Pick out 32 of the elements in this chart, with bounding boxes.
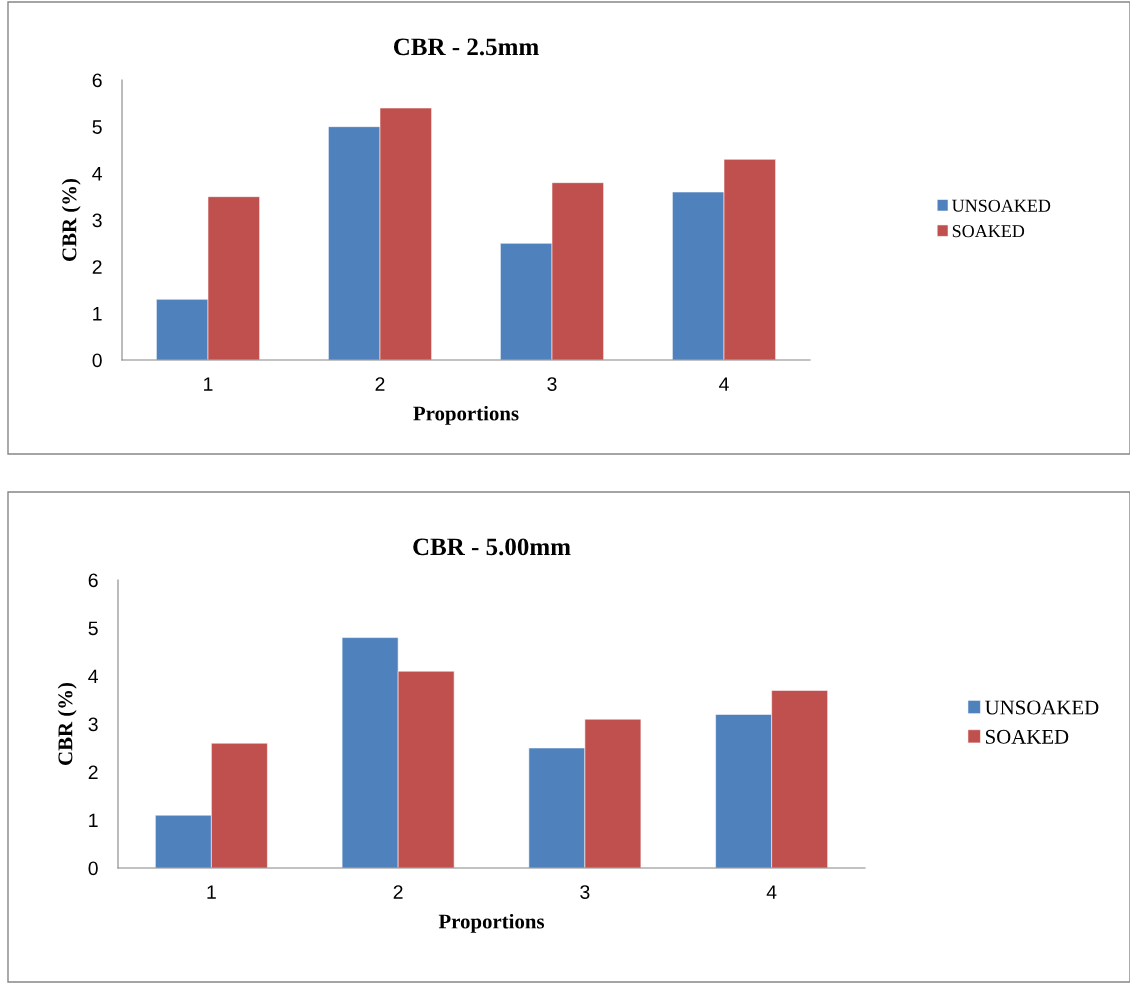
y-tick-label: 0 [88, 861, 98, 876]
y-axis-title: CBR (%) [57, 682, 77, 765]
x-tick-label: 4 [766, 885, 777, 899]
legend-label: UNSOAKED [952, 199, 1051, 212]
y-axis-title: CBR (%) [61, 178, 81, 261]
y-tick-label: 1 [93, 307, 102, 321]
legend-label: SOAKED [986, 729, 1069, 744]
y-tick-label: 4 [92, 167, 102, 181]
x-tick-label: 3 [580, 885, 590, 899]
y-tick-label: 2 [92, 260, 102, 274]
y-tick-label: 1 [89, 813, 98, 828]
legend-label: SOAKED [952, 225, 1025, 238]
y-tick-label: 5 [88, 621, 98, 636]
y-tick-label: 3 [88, 717, 98, 732]
x-tick-label: 2 [375, 377, 385, 391]
y-tick-label: 2 [88, 765, 98, 780]
chart-title: CBR - 2.5mm [393, 38, 539, 56]
chart-title: CBR - 5.00mm [413, 538, 571, 556]
y-tick-label: 4 [88, 669, 98, 684]
x-tick-label: 3 [547, 377, 557, 391]
x-axis-title: Proportions [413, 405, 519, 425]
y-tick-label: 0 [92, 353, 102, 368]
legend-label: UNSOAKED [985, 700, 1099, 715]
x-tick-label: 4 [719, 377, 729, 391]
y-tick-label: 6 [92, 73, 102, 88]
x-tick-label: 1 [204, 377, 213, 391]
y-tick-label: 5 [92, 120, 102, 134]
y-tick-label: 3 [92, 213, 102, 228]
x-tick-label: 2 [393, 885, 403, 899]
x-tick-label: 1 [207, 885, 216, 899]
y-tick-label: 6 [88, 573, 98, 588]
x-axis-title: Proportions [438, 913, 545, 933]
